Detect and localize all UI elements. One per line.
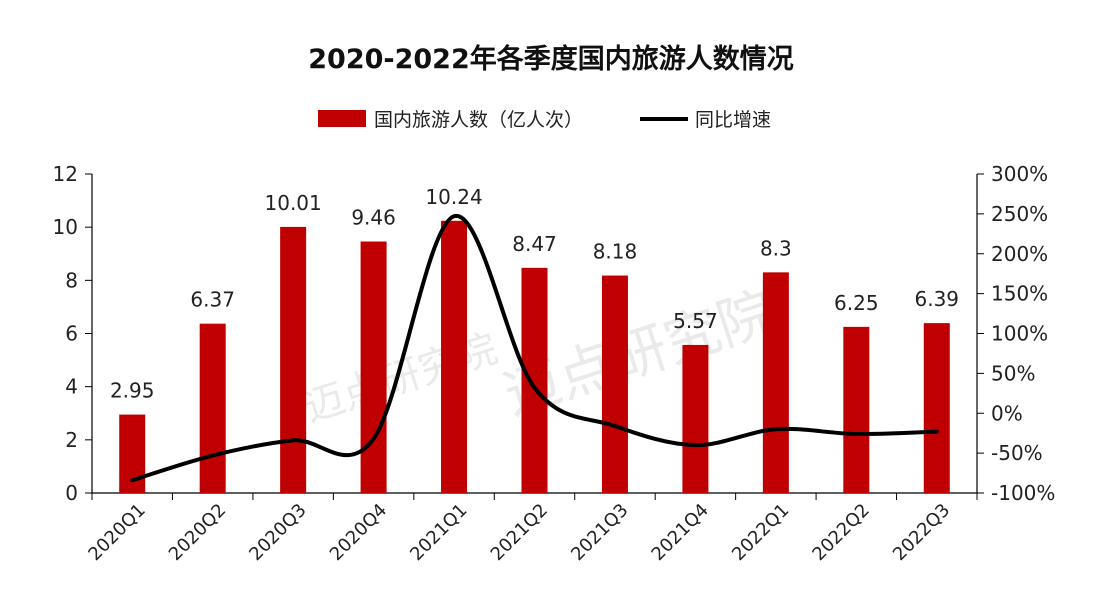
bars	[119, 220, 950, 494]
x-tick-label: 2021Q3	[567, 500, 632, 565]
x-tick-label: 2021Q1	[406, 500, 471, 565]
y-left-tick-label: 2	[65, 428, 78, 452]
bar-value-label: 10.24	[425, 185, 482, 209]
x-tick-label: 2022Q3	[889, 500, 954, 565]
legend: 国内旅游人数（亿人次） 同比增速	[318, 109, 771, 131]
legend-bar-label: 国内旅游人数（亿人次）	[374, 109, 583, 131]
y-left-tick-label: 0	[65, 481, 78, 505]
growth-line-path	[130, 214, 939, 483]
y-right-tick-label: 300%	[991, 162, 1048, 186]
legend-line-label: 同比增速	[695, 109, 771, 131]
bar	[843, 326, 870, 493]
bar	[199, 323, 226, 493]
legend-bar-swatch	[318, 110, 366, 127]
bar	[923, 323, 950, 493]
x-tick-label: 2021Q4	[648, 500, 713, 565]
y-right-tick-label: 0%	[991, 401, 1023, 425]
bar	[280, 226, 307, 494]
x-tick-label: 2020Q2	[165, 500, 230, 565]
x-tick-label: 2020Q3	[245, 500, 310, 565]
y-left-tick-label: 4	[65, 375, 78, 399]
bar-value-label: 6.37	[190, 288, 235, 312]
bar-value-label: 10.01	[265, 191, 322, 215]
data-labels: 2.95 6.37 10.01 9.46 10.24 8.47 8.18 5.57 8.3 6.2…	[110, 185, 959, 403]
watermark-small: 迈点研究院	[298, 326, 502, 432]
x-tick-label: 2022Q1	[728, 500, 793, 565]
y-right-tick-label: 50%	[991, 361, 1035, 385]
bar-value-label: 2.95	[110, 379, 155, 403]
bar	[682, 344, 709, 493]
bar	[521, 267, 548, 493]
x-tick-label: 2021Q2	[487, 500, 552, 565]
y-left-tick-label: 12	[53, 162, 78, 186]
bar	[360, 241, 387, 493]
bar-value-label: 8.18	[593, 240, 638, 264]
y-right-tick-label: -100%	[991, 481, 1055, 505]
y-right-tick-label: 100%	[991, 322, 1048, 346]
bar	[762, 272, 789, 493]
y-left-tick-label: 10	[53, 215, 78, 239]
y-right-tick-label: 200%	[991, 242, 1048, 266]
y-right-tick-label: -50%	[991, 441, 1043, 465]
chart-title: 2020-2022年各季度国内旅游人数情况	[308, 43, 794, 75]
y-right-tick-label: 150%	[991, 282, 1048, 306]
y-left-tick-label: 6	[65, 322, 78, 346]
bar-value-label: 6.39	[915, 287, 960, 311]
x-tick-label: 2022Q2	[808, 500, 873, 565]
bar	[441, 220, 468, 493]
x-tick-label: 2020Q4	[326, 500, 391, 565]
bar-value-label: 6.25	[834, 291, 879, 315]
bar-value-label: 9.46	[351, 206, 396, 230]
growth-line	[130, 214, 939, 483]
bar-value-label: 8.47	[512, 232, 557, 256]
bar-value-label: 8.3	[760, 236, 792, 260]
y-right-tick-label: 250%	[991, 202, 1048, 226]
bar-value-label: 5.57	[673, 309, 718, 333]
bar	[601, 275, 628, 493]
x-tick-label: 2020Q1	[84, 500, 149, 565]
y-left-tick-label: 8	[65, 268, 78, 292]
